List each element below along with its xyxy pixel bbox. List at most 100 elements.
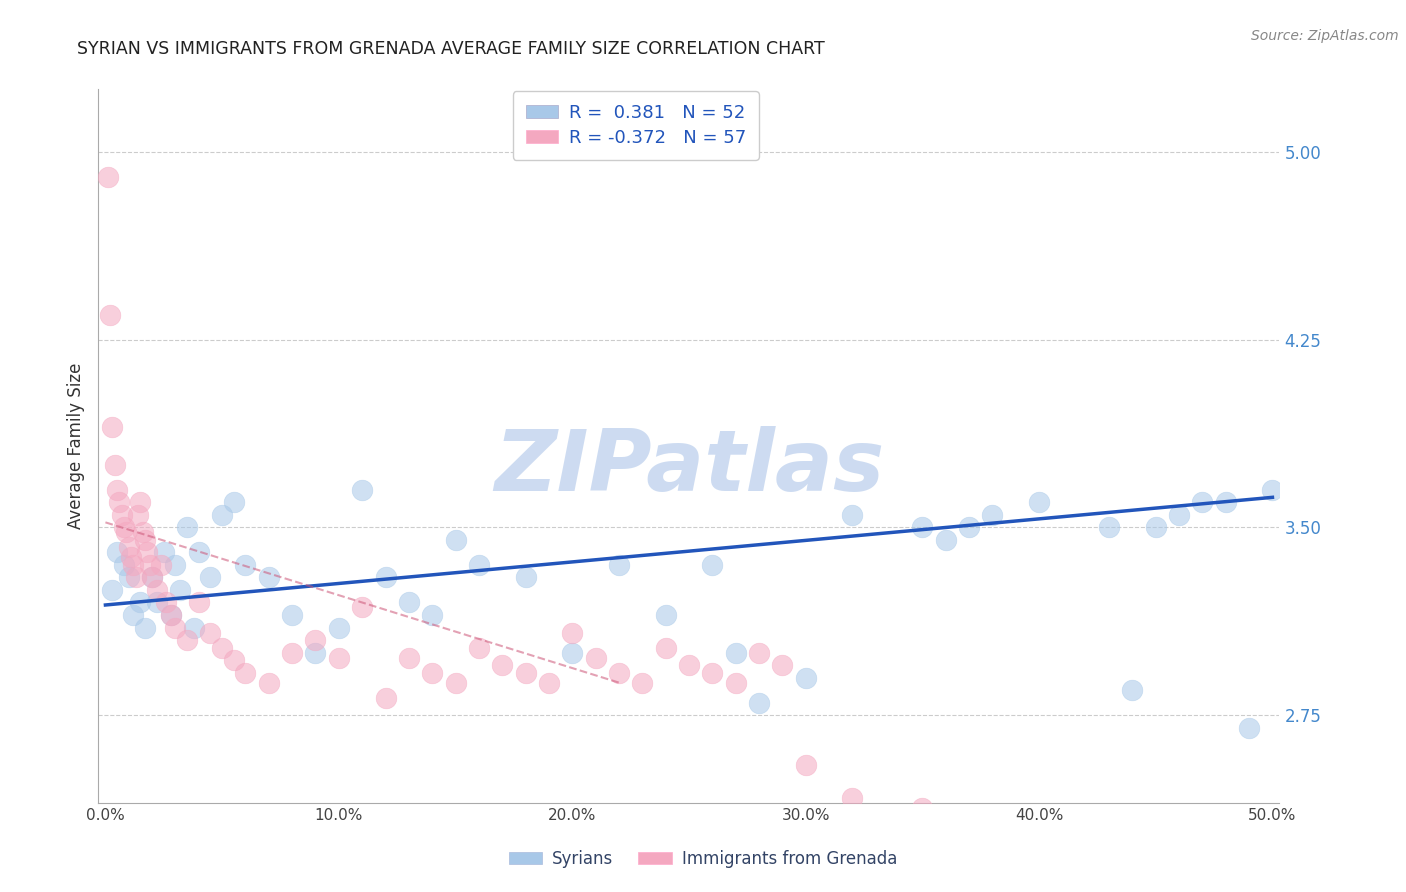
Point bbox=[724, 675, 747, 690]
Point bbox=[468, 640, 491, 655]
Point bbox=[748, 696, 770, 710]
Point bbox=[1028, 495, 1050, 509]
Legend: R =  0.381   N = 52, R = -0.372   N = 57: R = 0.381 N = 52, R = -0.372 N = 57 bbox=[513, 91, 759, 160]
Point bbox=[304, 633, 326, 648]
Point bbox=[134, 533, 156, 547]
Point bbox=[702, 665, 724, 680]
Point bbox=[537, 675, 560, 690]
Point bbox=[112, 558, 135, 572]
Point bbox=[235, 665, 257, 680]
Point bbox=[222, 653, 245, 667]
Point bbox=[561, 646, 583, 660]
Point bbox=[468, 558, 491, 572]
Point bbox=[183, 621, 205, 635]
Point bbox=[165, 621, 187, 635]
Point bbox=[1168, 508, 1191, 522]
Point bbox=[222, 495, 245, 509]
Point bbox=[141, 570, 163, 584]
Point bbox=[152, 545, 174, 559]
Point bbox=[281, 646, 304, 660]
Point bbox=[176, 633, 198, 648]
Point bbox=[134, 621, 156, 635]
Point bbox=[155, 595, 177, 609]
Point bbox=[607, 558, 630, 572]
Point bbox=[146, 595, 169, 609]
Point bbox=[136, 545, 159, 559]
Point bbox=[328, 621, 350, 635]
Point bbox=[97, 169, 120, 184]
Point bbox=[101, 582, 124, 597]
Point bbox=[770, 658, 793, 673]
Point bbox=[118, 570, 141, 584]
Point bbox=[1237, 721, 1260, 735]
Point bbox=[122, 558, 145, 572]
Point bbox=[211, 508, 233, 522]
Point bbox=[132, 525, 155, 540]
Point bbox=[911, 520, 934, 534]
Point bbox=[211, 640, 233, 655]
Point bbox=[515, 665, 537, 680]
Text: SYRIAN VS IMMIGRANTS FROM GRENADA AVERAGE FAMILY SIZE CORRELATION CHART: SYRIAN VS IMMIGRANTS FROM GRENADA AVERAG… bbox=[77, 40, 825, 58]
Point bbox=[281, 607, 304, 622]
Point bbox=[491, 658, 513, 673]
Point bbox=[748, 646, 770, 660]
Point bbox=[935, 533, 957, 547]
Point bbox=[444, 533, 467, 547]
Point bbox=[420, 607, 443, 622]
Point bbox=[957, 520, 980, 534]
Point bbox=[585, 650, 607, 665]
Point bbox=[561, 625, 583, 640]
Point bbox=[200, 625, 222, 640]
Point bbox=[129, 595, 152, 609]
Point bbox=[398, 595, 420, 609]
Point bbox=[108, 495, 131, 509]
Point bbox=[794, 671, 817, 685]
Point bbox=[678, 658, 700, 673]
Point bbox=[127, 508, 149, 522]
Point bbox=[146, 582, 169, 597]
Y-axis label: Average Family Size: Average Family Size bbox=[66, 363, 84, 529]
Point bbox=[115, 525, 138, 540]
Point bbox=[702, 558, 724, 572]
Point bbox=[159, 607, 181, 622]
Point bbox=[444, 675, 467, 690]
Point bbox=[631, 675, 654, 690]
Point bbox=[105, 545, 128, 559]
Point bbox=[1261, 483, 1284, 497]
Point bbox=[187, 545, 209, 559]
Point bbox=[98, 308, 121, 322]
Point bbox=[105, 483, 128, 497]
Legend: Syrians, Immigrants from Grenada: Syrians, Immigrants from Grenada bbox=[502, 844, 904, 875]
Point bbox=[165, 558, 187, 572]
Point bbox=[257, 570, 280, 584]
Point bbox=[374, 690, 396, 705]
Point bbox=[515, 570, 537, 584]
Point bbox=[1098, 520, 1121, 534]
Point bbox=[200, 570, 222, 584]
Point bbox=[187, 595, 209, 609]
Point bbox=[352, 600, 374, 615]
Point bbox=[841, 508, 863, 522]
Point bbox=[328, 650, 350, 665]
Point bbox=[398, 650, 420, 665]
Point bbox=[141, 570, 163, 584]
Point bbox=[981, 508, 1004, 522]
Point bbox=[374, 570, 396, 584]
Point bbox=[841, 790, 863, 805]
Point bbox=[169, 582, 191, 597]
Point bbox=[122, 607, 145, 622]
Point bbox=[257, 675, 280, 690]
Point bbox=[150, 558, 173, 572]
Point bbox=[139, 558, 162, 572]
Point bbox=[304, 646, 326, 660]
Point bbox=[235, 558, 257, 572]
Point bbox=[911, 801, 934, 815]
Point bbox=[1215, 495, 1237, 509]
Point bbox=[176, 520, 198, 534]
Point bbox=[112, 520, 135, 534]
Point bbox=[125, 570, 148, 584]
Point bbox=[607, 665, 630, 680]
Point bbox=[420, 665, 443, 680]
Point bbox=[724, 646, 747, 660]
Point bbox=[794, 758, 817, 772]
